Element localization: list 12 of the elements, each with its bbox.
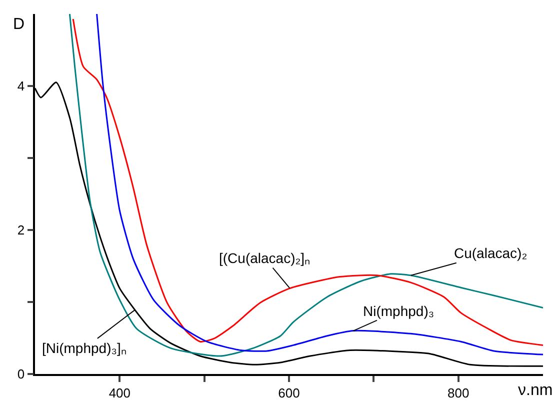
x-tick-label: 600	[278, 385, 300, 400]
x-tick-label: 800	[447, 385, 470, 400]
y-tick-label: 0	[17, 366, 25, 382]
x-tick-label: 400	[108, 385, 131, 400]
y-tick-label: 4	[17, 78, 25, 94]
x-axis-title: ν.nm	[518, 382, 553, 399]
y-tick-label: 2	[17, 222, 25, 238]
annotation: [Ni(mphpd)₃]ₙ	[42, 340, 127, 356]
annotation: [(Cu(alacac)₂]ₙ	[219, 250, 311, 266]
annotation: Ni(mphpd)₃	[363, 303, 434, 319]
y-axis-title: D	[13, 16, 25, 33]
annotation: Cu(alacac)₂	[454, 245, 528, 261]
